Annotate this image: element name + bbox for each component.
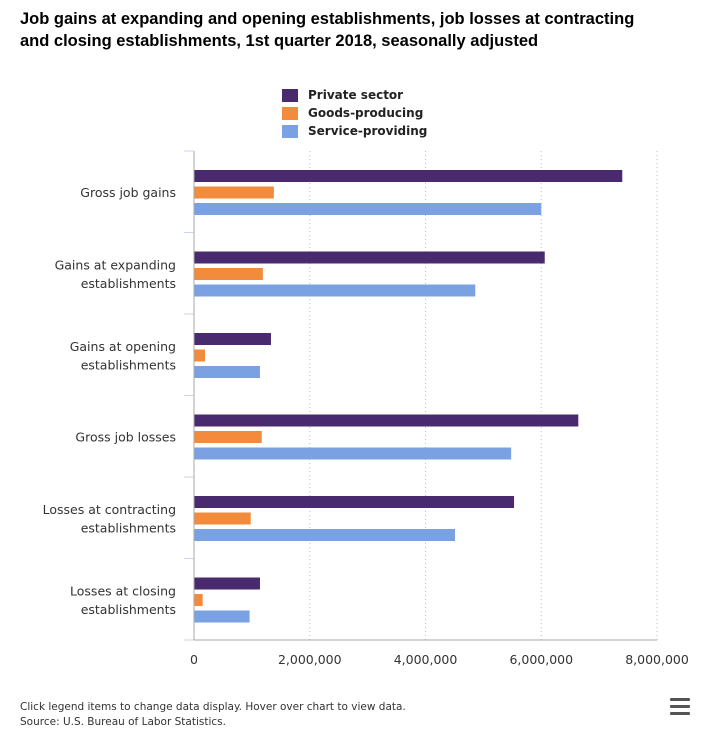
legend-swatch-goods-producing bbox=[282, 106, 298, 120]
x-tick-label: 6,000,000 bbox=[509, 652, 573, 667]
legend-label-goods-producing: Goods-producing bbox=[308, 106, 424, 120]
category-label: establishments bbox=[81, 602, 176, 617]
category-label: Gains at expanding bbox=[55, 257, 176, 272]
legend-swatch-private-sector bbox=[282, 88, 298, 102]
bar[interactable] bbox=[194, 594, 203, 606]
bar[interactable] bbox=[194, 529, 456, 541]
bar[interactable] bbox=[194, 366, 260, 378]
bar[interactable] bbox=[194, 333, 271, 345]
bar[interactable] bbox=[194, 447, 512, 460]
legend-item-private-sector[interactable]: Private sector bbox=[282, 86, 427, 104]
bar[interactable] bbox=[194, 349, 205, 362]
category-label: Gains at opening bbox=[70, 339, 176, 354]
category-label: establishments bbox=[81, 520, 176, 535]
bar[interactable] bbox=[194, 186, 274, 199]
bar[interactable] bbox=[194, 414, 579, 427]
bar[interactable] bbox=[194, 170, 623, 182]
bar[interactable] bbox=[194, 284, 476, 297]
legend-label-private-sector: Private sector bbox=[308, 88, 404, 102]
x-tick-label: 8,000,000 bbox=[625, 652, 689, 667]
x-tick-label: 4,000,000 bbox=[394, 652, 458, 667]
footer-source: Source: U.S. Bureau of Labor Statistics. bbox=[20, 716, 226, 728]
bar[interactable] bbox=[194, 251, 545, 264]
legend-item-service-providing[interactable]: Service-providing bbox=[282, 122, 427, 140]
category-label: establishments bbox=[81, 357, 176, 372]
x-tick-label: 2,000,000 bbox=[278, 652, 342, 667]
category-label: Gross job gains bbox=[80, 185, 176, 200]
legend-label-service-providing: Service-providing bbox=[308, 124, 428, 138]
bar[interactable] bbox=[194, 610, 250, 623]
bar[interactable] bbox=[194, 577, 260, 590]
category-label: establishments bbox=[81, 276, 176, 291]
bar[interactable] bbox=[194, 431, 262, 443]
legend-item-goods-producing[interactable]: Goods-producing bbox=[282, 104, 427, 122]
bar[interactable] bbox=[194, 203, 542, 215]
chart-legend: Private sector Goods-producing Service-p… bbox=[282, 86, 427, 140]
category-label: Losses at closing bbox=[70, 583, 176, 598]
hamburger-menu-icon[interactable] bbox=[670, 698, 690, 715]
bar[interactable] bbox=[194, 512, 251, 525]
bar[interactable] bbox=[194, 496, 515, 508]
footer-note: Click legend items to change data displa… bbox=[20, 701, 406, 713]
bar-chart[interactable]: Gross job gains Gains at expanding establi… bbox=[0, 0, 706, 690]
category-label: Losses at contracting bbox=[43, 502, 176, 517]
category-label: Gross job losses bbox=[75, 430, 176, 445]
chart-title: Job gains at expanding and opening estab… bbox=[20, 10, 635, 50]
chart-footer: Click legend items to change data displa… bbox=[20, 700, 406, 730]
legend-swatch-service-providing bbox=[282, 124, 298, 138]
x-tick-label: 0 bbox=[190, 652, 198, 667]
bar[interactable] bbox=[194, 268, 263, 280]
